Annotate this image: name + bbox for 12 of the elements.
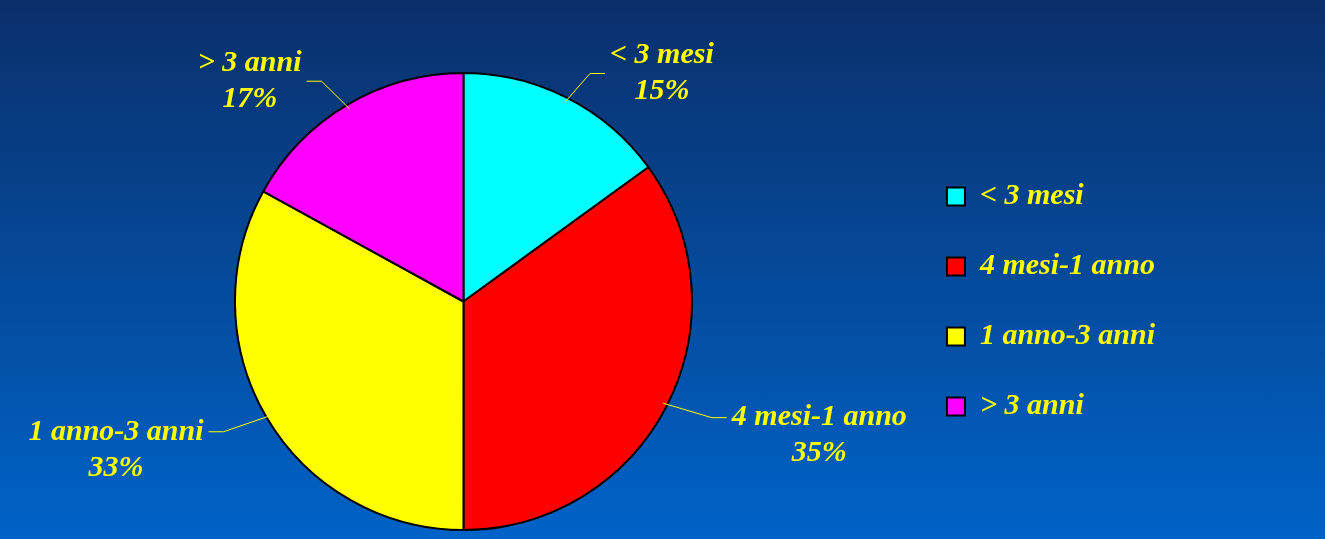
slice-label: 4 mesi-1 anno [730, 398, 907, 432]
legend-label: > 3 anni [979, 387, 1085, 421]
slice-label: 1 anno-3 anni [28, 412, 205, 446]
legend-label: < 3 mesi [979, 177, 1085, 211]
slice-label: > 3 anni [197, 43, 303, 77]
data-label: 15% [634, 72, 690, 106]
data-label: 17% [222, 79, 278, 113]
legend-label: 1 anno-3 anni [979, 317, 1156, 351]
data-label: 33% [87, 448, 144, 482]
legend-label: 4 mesi-1 anno [978, 247, 1155, 281]
data-label: 35% [790, 434, 847, 468]
slice-label: < 3 mesi [610, 36, 715, 70]
